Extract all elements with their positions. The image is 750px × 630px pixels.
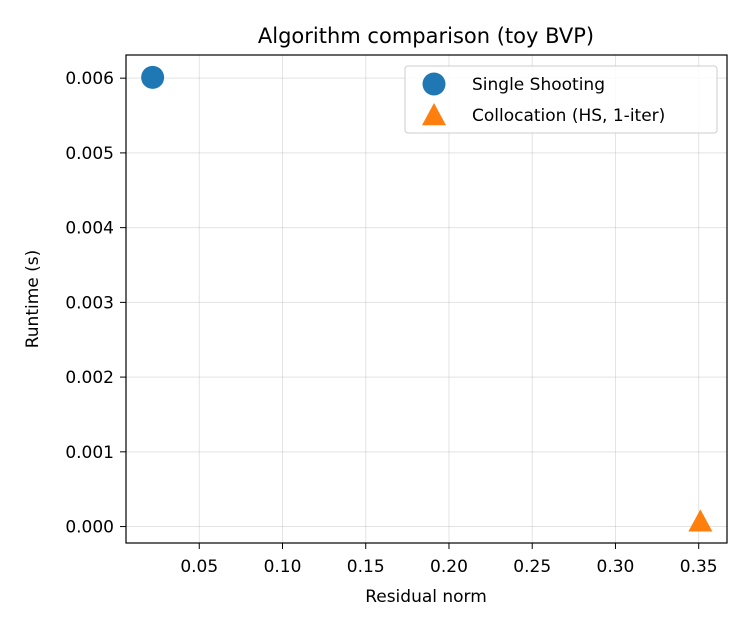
- y-tick-label: 0.006: [65, 69, 114, 89]
- chart-title: Algorithm comparison (toy BVP): [258, 24, 594, 48]
- data-points: [141, 65, 713, 532]
- legend-box: [404, 65, 718, 134]
- y-axis: 0.000 0.001 0.002 0.003 0.004 0.005 0.006: [65, 69, 126, 538]
- x-tick-label: 0.15: [347, 557, 385, 577]
- y-tick-label: 0.004: [65, 219, 114, 239]
- legend: Single Shooting Collocation (HS, 1-iter): [404, 65, 718, 134]
- x-tick-label: 0.10: [264, 557, 302, 577]
- x-axis: 0.05 0.10 0.15 0.20 0.25 0.30 0.35: [180, 543, 718, 577]
- y-axis-label: Runtime (s): [23, 250, 43, 349]
- plot-frame: [125, 54, 728, 544]
- x-tick-label: 0.20: [430, 557, 468, 577]
- x-tick-label: 0.30: [597, 557, 635, 577]
- legend-marker: [422, 72, 446, 96]
- legend-marker: [422, 103, 446, 126]
- x-axis-label: Residual norm: [365, 587, 487, 607]
- legend-label: Collocation (HS, 1-iter): [472, 106, 665, 126]
- legend-label: Single Shooting: [472, 75, 605, 95]
- collocation-point: [688, 509, 713, 532]
- x-tick-label: 0.35: [680, 557, 718, 577]
- y-tick-label: 0.005: [65, 144, 114, 164]
- single-shooting-point: [141, 65, 165, 89]
- y-tick-label: 0.001: [65, 443, 114, 463]
- y-tick-label: 0.002: [65, 368, 114, 388]
- y-tick-label: 0.000: [65, 518, 114, 538]
- y-tick-label: 0.003: [65, 293, 114, 313]
- x-tick-label: 0.05: [180, 557, 218, 577]
- x-tick-label: 0.25: [513, 557, 551, 577]
